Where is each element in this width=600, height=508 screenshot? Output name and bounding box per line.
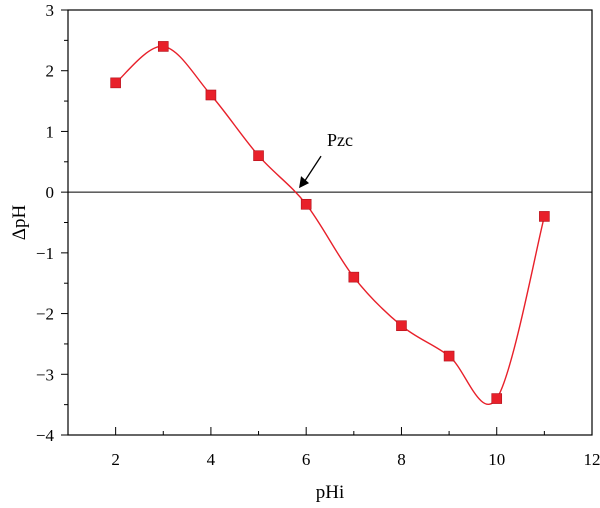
data-point (491, 393, 503, 404)
annotation-arrow-shaft (303, 155, 322, 183)
y-tick-label: 3 (46, 1, 55, 20)
y-axis-title: ΔpH (9, 205, 30, 241)
data-point (539, 211, 550, 222)
data-point (348, 271, 360, 283)
series-line-group (115, 45, 546, 406)
x-tick-label: 2 (111, 450, 120, 469)
x-tick-label: 4 (207, 450, 216, 469)
data-point (205, 89, 217, 101)
data-point (157, 41, 169, 52)
axes-group (67, 9, 593, 436)
data-point (396, 320, 407, 332)
plot-frame (67, 9, 593, 436)
series-line (115, 45, 546, 406)
y-tick-label: 2 (46, 62, 55, 81)
y-tick-label: −1 (36, 244, 54, 263)
x-tick-label: 8 (397, 450, 406, 469)
annotation-label-pzc: Pzc (327, 130, 353, 150)
y-tick-label: 0 (46, 183, 55, 202)
data-markers-group (110, 41, 550, 404)
x-tick-label: 6 (302, 450, 311, 469)
annotation-group: Pzc (299, 130, 353, 189)
annotation-arrow-head (299, 176, 310, 189)
y-tick-label: −4 (36, 426, 55, 445)
data-point (110, 77, 121, 89)
y-tick-label: −3 (36, 365, 54, 384)
data-point (443, 350, 455, 362)
y-tick-label: −2 (36, 305, 54, 324)
data-point (300, 198, 312, 210)
x-tick-label: 12 (584, 450, 600, 469)
x-tick-label: 10 (488, 450, 505, 469)
x-axis-title: pHi (316, 482, 345, 503)
data-point (253, 150, 264, 162)
y-tick-label: 1 (46, 122, 55, 141)
